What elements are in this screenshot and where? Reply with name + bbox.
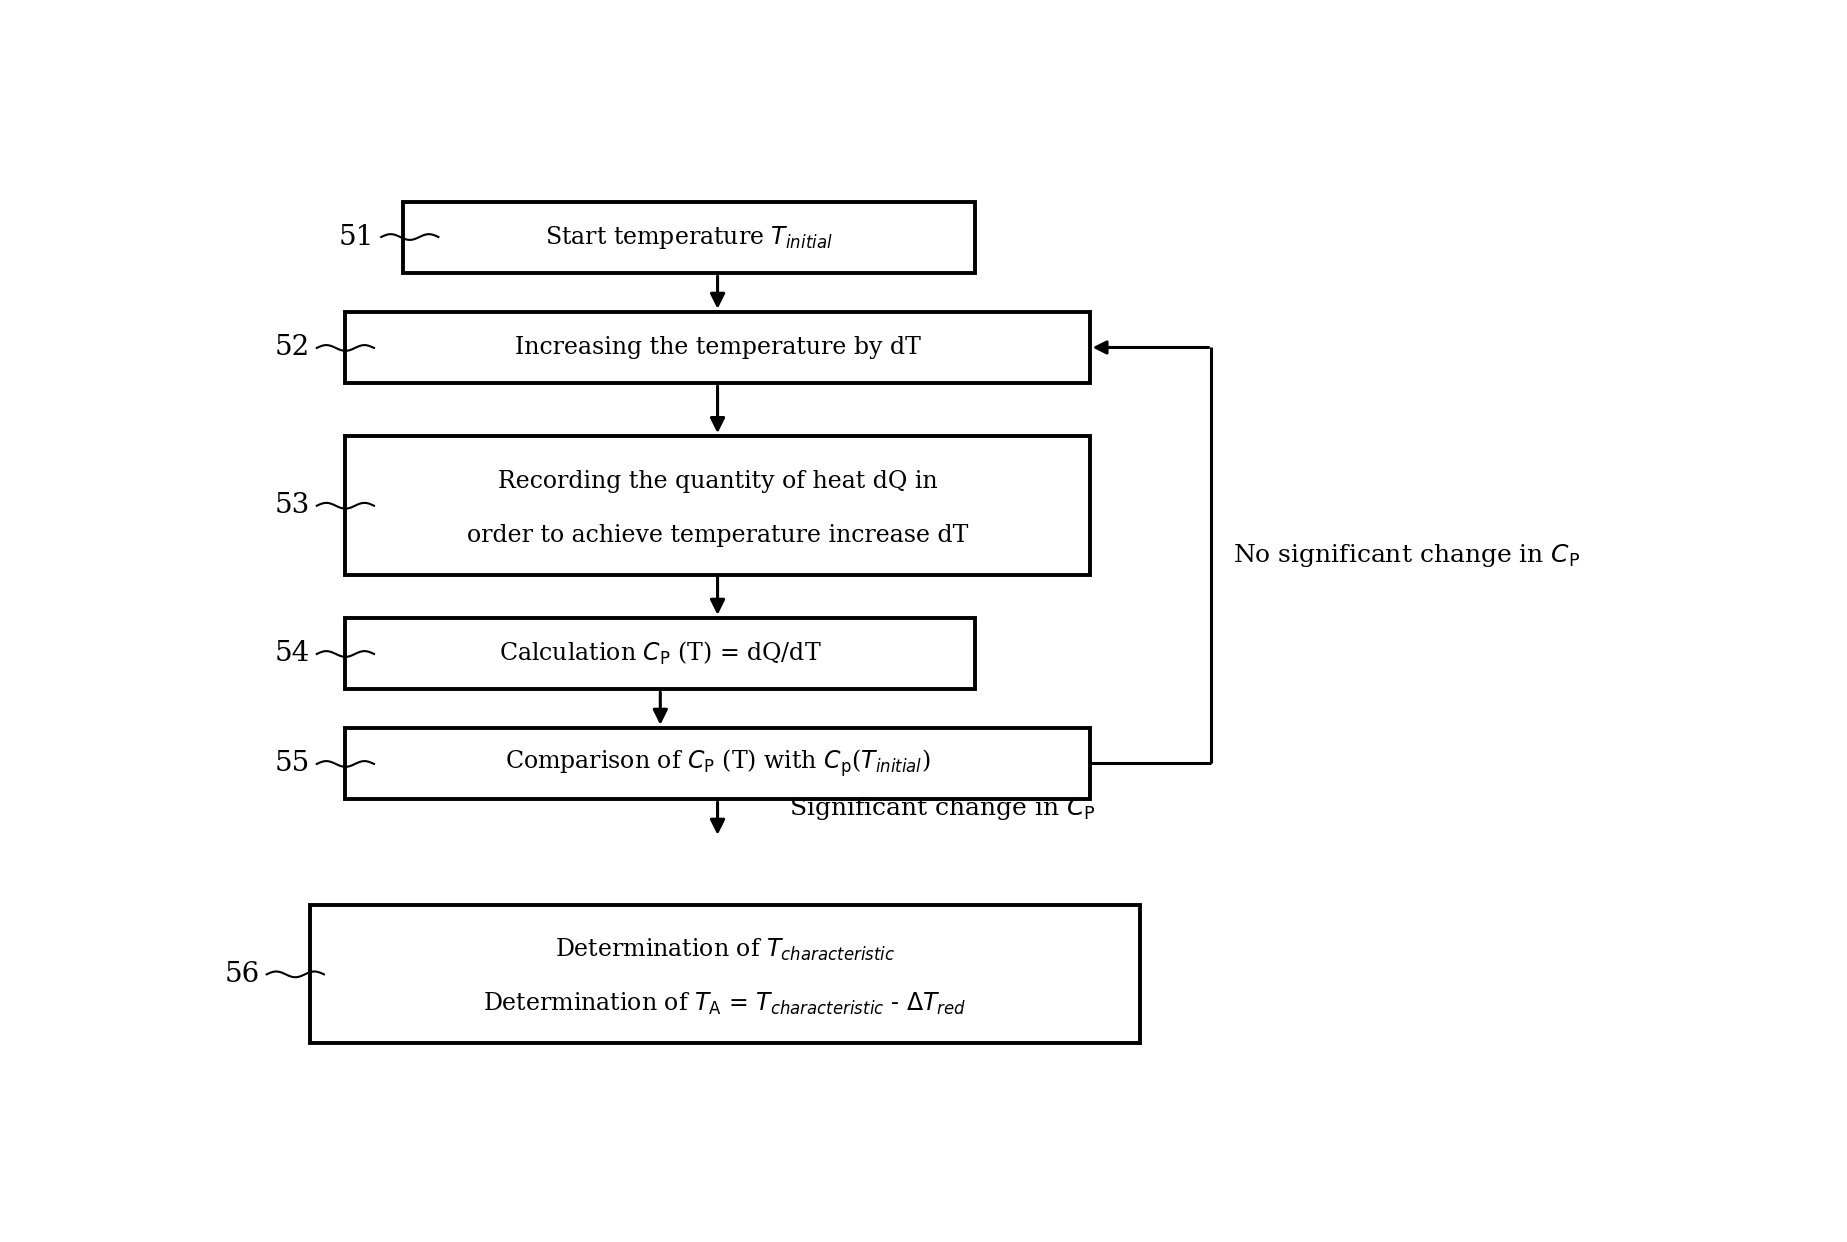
Text: Start temperature $T_{\mathit{initial}}$: Start temperature $T_{\mathit{initial}}$	[545, 224, 833, 251]
FancyBboxPatch shape	[345, 436, 1090, 575]
Text: 51: 51	[338, 224, 375, 251]
Text: 55: 55	[275, 750, 310, 777]
FancyBboxPatch shape	[403, 201, 975, 273]
Text: Determination of $T_{\mathit{characteristic}}$: Determination of $T_{\mathit{characteris…	[554, 938, 894, 964]
Text: Increasing the temperature by dT: Increasing the temperature by dT	[515, 337, 920, 359]
Text: 56: 56	[223, 961, 259, 987]
FancyBboxPatch shape	[345, 728, 1090, 800]
Text: order to achieve temperature increase dT: order to achieve temperature increase dT	[467, 524, 968, 548]
Text: No significant change in $C_{\mathrm{P}}$: No significant change in $C_{\mathrm{P}}…	[1234, 542, 1581, 569]
Text: Recording the quantity of heat dQ in: Recording the quantity of heat dQ in	[497, 471, 938, 493]
Text: Significant change in $C_{\mathrm{P}}$: Significant change in $C_{\mathrm{P}}$	[789, 795, 1095, 822]
Text: Determination of $T_{\mathrm{A}}$ = $T_{\mathit{characteristic}}$ - $\Delta T_{\: Determination of $T_{\mathrm{A}}$ = $T_{…	[482, 991, 966, 1017]
Text: Calculation $C_{\mathrm{P}}$ (T) = dQ/dT: Calculation $C_{\mathrm{P}}$ (T) = dQ/dT	[499, 640, 822, 667]
Text: 53: 53	[275, 492, 310, 519]
FancyBboxPatch shape	[310, 904, 1140, 1043]
Text: 52: 52	[275, 334, 310, 361]
Text: 54: 54	[275, 641, 310, 667]
Text: Comparison of $C_{\mathrm{P}}$ (T) with $C_{\mathrm{p}}$($T_{\mathit{initial}}$): Comparison of $C_{\mathrm{P}}$ (T) with …	[504, 748, 931, 779]
FancyBboxPatch shape	[345, 312, 1090, 384]
FancyBboxPatch shape	[345, 617, 975, 689]
